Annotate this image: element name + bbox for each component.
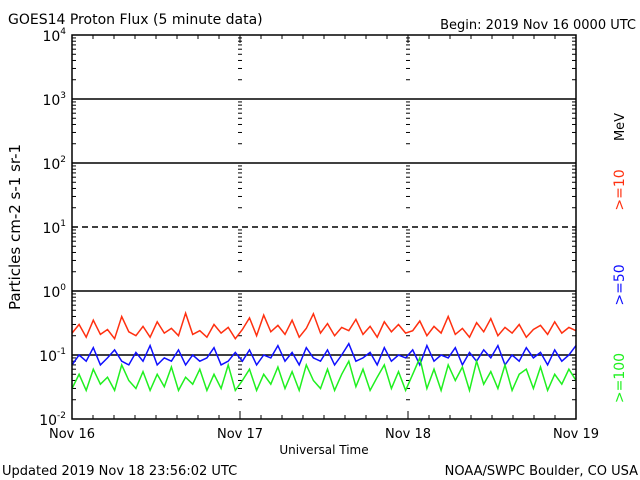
chart-subtitle: Begin: 2019 Nov 16 0000 UTC bbox=[440, 18, 636, 33]
x-tick-labels: Nov 16 Nov 17 Nov 18 Nov 19 bbox=[49, 427, 599, 442]
legend-entry: >=50 bbox=[612, 264, 628, 305]
x-tick-label: Nov 17 bbox=[217, 427, 263, 442]
y-tick-label: 10-1 bbox=[39, 347, 66, 365]
plot-frame bbox=[71, 34, 577, 420]
chart-title: GOES14 Proton Flux (5 minute data) bbox=[8, 12, 263, 28]
y-tick-label: 100 bbox=[42, 283, 66, 301]
footer-credit: NOAA/SWPC Boulder, CO USA bbox=[445, 464, 638, 479]
legend-entry: >=10 bbox=[612, 169, 628, 210]
y-tick-label: 10-2 bbox=[39, 411, 66, 429]
grid-lines bbox=[72, 98, 576, 356]
footer-updated: Updated 2019 Nov 18 23:56:02 UTC bbox=[2, 464, 237, 479]
x-tick-label: Nov 18 bbox=[385, 427, 431, 442]
legend: MeV >=10 >=50 >=100 bbox=[612, 113, 628, 403]
series-line-10 bbox=[71, 310, 577, 341]
y-axis-label: Particles cm-2 s-1 sr-1 bbox=[6, 144, 24, 310]
legend-entry: >=100 bbox=[612, 353, 628, 403]
x-tick-label: Nov 16 bbox=[49, 427, 95, 442]
legend-unit: MeV bbox=[613, 113, 628, 141]
series-line-100 bbox=[71, 355, 577, 394]
y-tick-label: 101 bbox=[42, 219, 66, 237]
series-lines bbox=[71, 310, 577, 394]
y-tick-label: 102 bbox=[42, 155, 66, 173]
x-tick-label: Nov 19 bbox=[553, 427, 599, 442]
y-tick-labels: 104 103 102 101 100 10-1 10-2 bbox=[39, 27, 66, 429]
series-line-50 bbox=[71, 342, 577, 367]
y-tick-label: 103 bbox=[42, 91, 66, 109]
y-tick-label: 104 bbox=[42, 27, 66, 45]
x-axis-label: Universal Time bbox=[279, 443, 368, 457]
